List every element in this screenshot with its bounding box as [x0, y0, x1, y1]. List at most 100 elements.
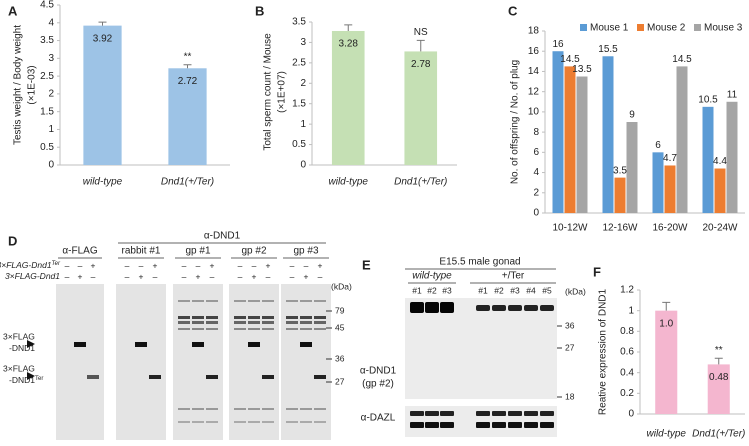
blot-band — [248, 316, 260, 319]
marker-label: 36 — [565, 320, 575, 330]
y-tick-label: 1 — [300, 119, 306, 130]
lane-label: #1 — [412, 285, 422, 295]
legend-label: Mouse 3 — [704, 23, 743, 34]
blot-band — [248, 421, 260, 423]
lane-mark: – — [125, 260, 130, 270]
lane-mark: – — [65, 260, 70, 270]
group-label: gp #3 — [293, 246, 318, 257]
blot-band — [178, 421, 190, 423]
significance-label: ** — [715, 345, 723, 356]
value-label: 11 — [727, 89, 738, 100]
blot-band — [248, 321, 260, 324]
blot-band — [178, 300, 190, 302]
lane-label: #2 — [494, 285, 504, 295]
lane-label: #1 — [478, 285, 488, 295]
y-tick-label: 4.5 — [40, 0, 54, 11]
blot-band — [192, 421, 204, 423]
arrowhead — [27, 340, 35, 348]
error-bar — [662, 301, 671, 311]
marker-label: 27 — [565, 342, 575, 352]
blot-band — [234, 408, 246, 410]
lane-mark: + — [266, 260, 271, 270]
blot-band — [192, 321, 204, 324]
blot-band — [440, 422, 454, 428]
bar — [602, 56, 614, 214]
legend-swatch — [694, 24, 701, 31]
value-label: 2.78 — [411, 59, 431, 70]
lane-label: #5 — [542, 285, 552, 295]
blot-band — [262, 408, 274, 410]
blot-panel — [405, 406, 557, 437]
blot-band — [234, 316, 246, 319]
blot-band — [314, 375, 326, 379]
band-label-sup: Ter — [35, 376, 43, 382]
error-bar — [714, 357, 723, 365]
y-tick-label: 8 — [533, 127, 539, 138]
significance-label: ** — [184, 51, 192, 62]
value-label: 0.48 — [709, 372, 729, 383]
legend-swatch — [580, 24, 587, 31]
x-tick-label: 10-12W — [552, 223, 588, 234]
blot-band — [234, 328, 246, 330]
blot-band — [476, 411, 490, 416]
unit-label: (kDa) — [565, 286, 586, 296]
lane-mark: + — [318, 260, 323, 270]
blot-band — [248, 408, 260, 410]
blot-band — [286, 328, 298, 330]
blot-band — [300, 421, 312, 423]
legend-swatch — [637, 24, 644, 31]
blot-band — [286, 316, 298, 319]
value-label: 2.72 — [178, 76, 198, 87]
y-tick-label: 2 — [300, 78, 306, 89]
bar — [404, 51, 438, 165]
blot-band — [87, 375, 99, 379]
group-label: α-FLAG — [62, 246, 97, 257]
y-tick-label: 2.5 — [40, 71, 54, 82]
row-label: 3×FLAG-Dnd1Ter — [0, 260, 61, 270]
y-tick-label: 0.8 — [620, 326, 634, 337]
blot-band — [234, 300, 246, 302]
blot-band — [192, 300, 204, 302]
blot-band — [314, 316, 326, 319]
lane-label: #3 — [510, 285, 520, 295]
value-label: 14.5 — [672, 54, 692, 65]
y-tick-label: 1.2 — [620, 285, 634, 296]
error-bar — [344, 24, 353, 31]
bar — [576, 76, 588, 213]
y-tick-label: 18 — [528, 26, 540, 37]
y-tick-label: 1 — [628, 305, 634, 316]
blot-band — [524, 411, 538, 416]
blot-band — [286, 421, 298, 423]
blot-band — [425, 302, 439, 313]
lane-mark: – — [318, 271, 323, 281]
blot-band — [300, 328, 312, 330]
group-label: +/Ter — [502, 271, 525, 282]
blot-band — [540, 305, 554, 311]
lane-label: #4 — [526, 285, 536, 295]
y-axis-unit: (×1E-03) — [27, 65, 38, 104]
bar — [655, 310, 678, 414]
lane-mark: – — [266, 271, 271, 281]
blot-panel — [116, 284, 166, 440]
bar — [83, 25, 122, 165]
lane-mark: – — [153, 271, 158, 281]
bar — [652, 152, 664, 213]
blot-band — [262, 375, 274, 379]
lane-mark: – — [252, 260, 257, 270]
y-tick-label: 3 — [300, 37, 306, 48]
y-tick-label: 0 — [48, 160, 54, 171]
blot-band — [149, 375, 161, 379]
blot-band — [425, 411, 439, 416]
value-label: 3.5 — [613, 165, 627, 176]
y-tick-label: 2 — [48, 89, 54, 100]
y-tick-label: 0.5 — [292, 139, 306, 150]
blot-band — [178, 316, 190, 319]
y-tick-label: 1.5 — [292, 98, 306, 109]
blot-band — [234, 321, 246, 324]
lane-mark: + — [252, 271, 257, 281]
row-label: 3×FLAG-Dnd1 — [5, 271, 60, 281]
value-label: 4.4 — [713, 156, 727, 167]
blot-band — [192, 408, 204, 410]
y-axis-label: Total sperm count / Mouse — [263, 33, 274, 151]
bar — [626, 122, 638, 213]
